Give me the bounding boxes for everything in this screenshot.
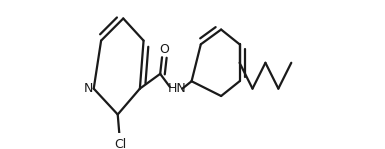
Text: Cl: Cl — [114, 138, 127, 149]
Text: HN: HN — [167, 82, 186, 95]
Text: N: N — [84, 82, 93, 95]
Text: O: O — [159, 43, 169, 56]
